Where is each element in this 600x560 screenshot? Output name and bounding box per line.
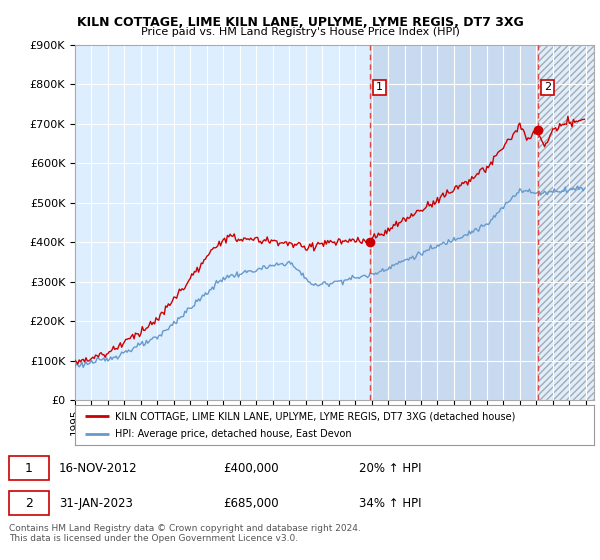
FancyBboxPatch shape [9,456,49,480]
Bar [538,45,594,400]
Text: KILN COTTAGE, LIME KILN LANE, UPLYME, LYME REGIS, DT7 3XG: KILN COTTAGE, LIME KILN LANE, UPLYME, LY… [77,16,523,29]
Text: KILN COTTAGE, LIME KILN LANE, UPLYME, LYME REGIS, DT7 3XG (detached house): KILN COTTAGE, LIME KILN LANE, UPLYME, LY… [115,411,516,421]
Text: 1: 1 [25,462,33,475]
Text: 20% ↑ HPI: 20% ↑ HPI [359,462,421,475]
Bar [370,45,538,400]
Bar [538,45,594,400]
Text: £400,000: £400,000 [224,462,279,475]
Text: 31-JAN-2023: 31-JAN-2023 [59,497,133,510]
Text: 16-NOV-2012: 16-NOV-2012 [59,462,137,475]
Text: Contains HM Land Registry data © Crown copyright and database right 2024.
This d: Contains HM Land Registry data © Crown c… [9,524,361,543]
FancyBboxPatch shape [9,492,49,515]
Text: HPI: Average price, detached house, East Devon: HPI: Average price, detached house, East… [115,429,352,439]
Text: 34% ↑ HPI: 34% ↑ HPI [359,497,421,510]
Text: 2: 2 [544,82,551,92]
Text: 2: 2 [25,497,33,510]
Text: 1: 1 [376,82,383,92]
Text: £685,000: £685,000 [224,497,279,510]
Text: Price paid vs. HM Land Registry's House Price Index (HPI): Price paid vs. HM Land Registry's House … [140,27,460,38]
